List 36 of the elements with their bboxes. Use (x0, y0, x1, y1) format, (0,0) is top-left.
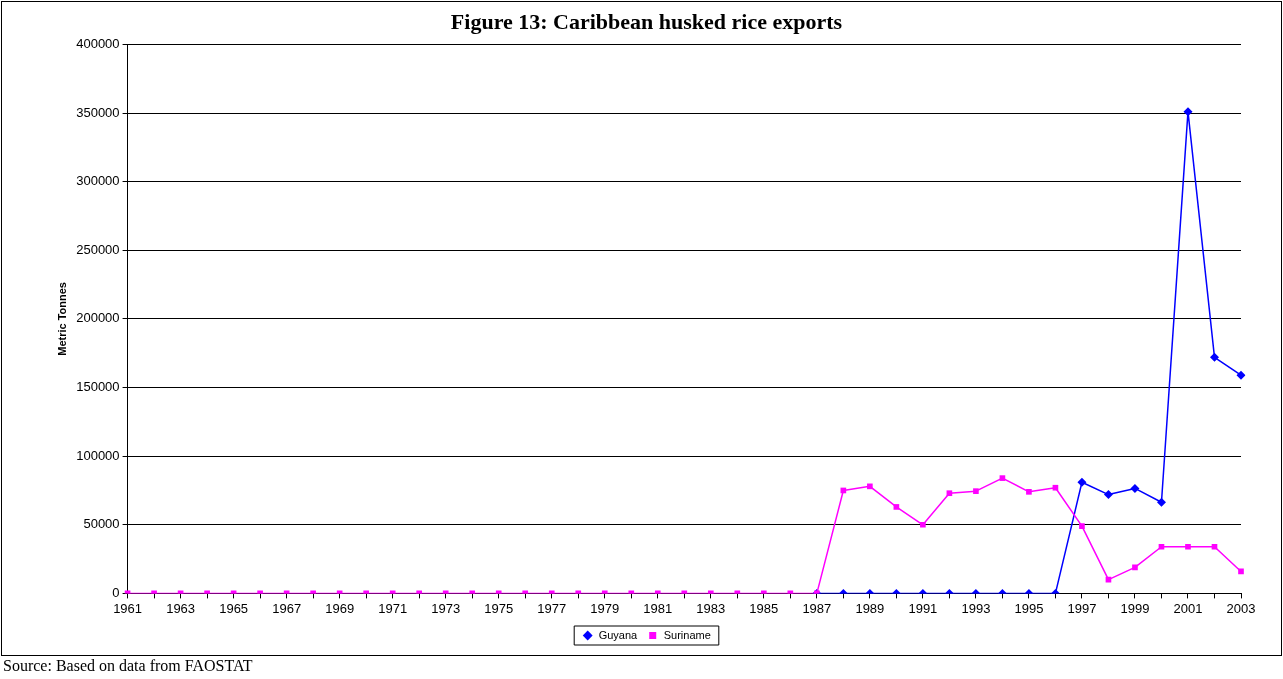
x-tick-label: 1973 (431, 600, 461, 616)
x-tick-label: 1977 (537, 600, 567, 616)
y-tick-label: 250000 (76, 241, 120, 257)
y-axis-title: Metric Tonnes (55, 282, 68, 356)
y-tick-label: 200000 (76, 310, 120, 326)
y-tick-label: 100000 (76, 447, 120, 463)
x-tick-label: 1963 (166, 600, 196, 616)
x-tick-label: 1969 (325, 600, 355, 616)
source-note: Source: Based on data from FAOSTAT (3, 657, 253, 675)
legend-label: Suriname (663, 628, 711, 641)
x-tick-label: 1991 (908, 600, 938, 616)
x-tick-label: 2001 (1173, 600, 1203, 616)
y-tick-label: 350000 (76, 104, 120, 120)
x-tick-label: 1997 (1067, 600, 1097, 616)
x-tick-label: 1971 (378, 600, 408, 616)
x-tick-label: 2003 (1226, 600, 1256, 616)
x-tick-label: 1967 (272, 600, 302, 616)
y-tick-label: 150000 (76, 379, 120, 395)
y-tick-label: 300000 (76, 173, 120, 189)
x-tick-label: 1993 (961, 600, 991, 616)
x-tick-label: 1983 (696, 600, 726, 616)
x-tick-label: 1965 (219, 600, 249, 616)
y-tick-label: 50000 (83, 516, 120, 532)
x-tick-label: 1981 (643, 600, 673, 616)
x-tick-label: 1985 (749, 600, 779, 616)
x-tick-label: 1987 (802, 600, 832, 616)
x-tick-label: 1989 (855, 600, 885, 616)
y-tick-label: 400000 (76, 35, 120, 51)
x-tick-label: 1975 (484, 600, 514, 616)
x-tick-label: 1995 (1014, 600, 1044, 616)
legend-label: Guyana (598, 628, 639, 641)
x-tick-label: 1979 (590, 600, 620, 616)
x-tick-label: 1961 (113, 600, 143, 616)
x-tick-label: 1999 (1120, 600, 1150, 616)
chart-title: Figure 13: Caribbean husked rice exports (450, 8, 843, 34)
y-tick-label: 0 (112, 584, 120, 600)
